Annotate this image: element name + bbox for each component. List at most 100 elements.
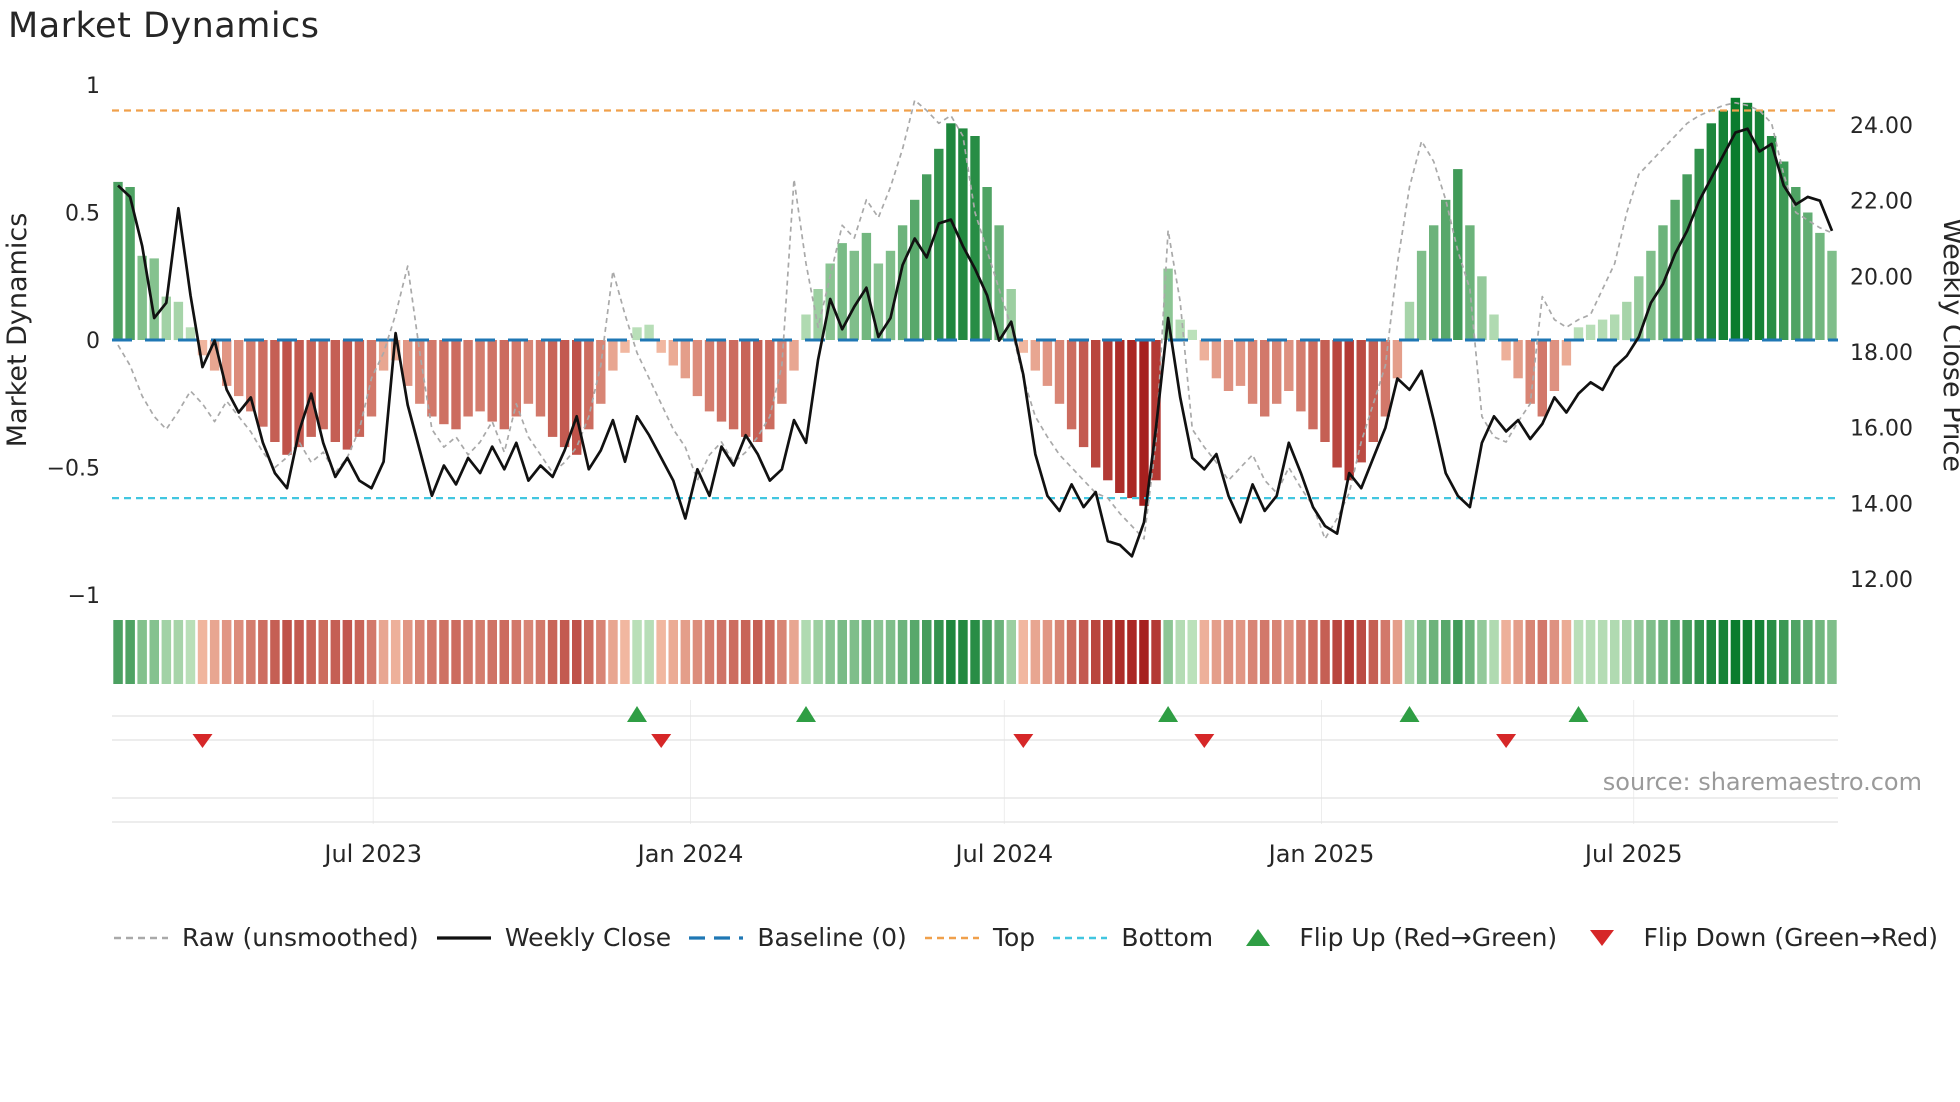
oscillator-bar	[789, 340, 799, 371]
heatmap-cell	[197, 620, 208, 684]
heatmap-cell	[221, 620, 232, 684]
heatmap-cell	[113, 620, 123, 684]
oscillator-bar	[897, 225, 908, 341]
oscillator-bar	[668, 340, 678, 366]
oscillator-bar	[765, 340, 775, 430]
oscillator-bar	[1308, 340, 1318, 430]
heatmap-cell	[294, 620, 304, 684]
heatmap-cell	[946, 620, 956, 684]
flip-down-marker	[1013, 734, 1034, 748]
oscillator-bar	[1429, 225, 1439, 341]
heatmap-cell	[608, 620, 618, 684]
heatmap-cell	[1247, 620, 1258, 684]
left-axis-tick: −0.5	[47, 457, 100, 482]
heatmap-cell	[451, 620, 461, 684]
oscillator-bar	[1537, 340, 1547, 417]
heatmap-cell	[415, 620, 425, 684]
line-sample-icon	[114, 936, 168, 939]
oscillator-bar	[1561, 340, 1572, 366]
heatmap-cell	[885, 620, 896, 684]
heatmap-cell	[137, 620, 147, 684]
heatmap-cell	[1416, 620, 1427, 684]
line-sample-icon	[924, 936, 979, 939]
heatmap-cell	[1465, 620, 1475, 684]
heatmap-cell	[1139, 620, 1149, 684]
heatmap-cell	[1513, 620, 1523, 684]
heatmap-cell	[234, 620, 244, 684]
oscillator-bar	[970, 136, 980, 340]
left-axis-tick: −1	[68, 584, 100, 609]
heatmap-cell	[463, 620, 473, 684]
heatmap-cell	[753, 620, 763, 684]
oscillator-bar	[1078, 340, 1089, 448]
heatmap-cell	[1585, 620, 1596, 684]
heatmap-cell	[632, 620, 642, 684]
left-axis-tick: 0	[86, 329, 100, 354]
heatmap-cell	[849, 620, 860, 684]
oscillator-bar	[1199, 340, 1209, 361]
heatmap-cell	[584, 620, 594, 684]
weekly-close-line	[117, 127, 1834, 558]
chart-title: Market Dynamics	[8, 6, 320, 46]
oscillator-bar	[596, 340, 606, 404]
oscillator-bar	[1549, 340, 1560, 391]
heatmap-cell	[1706, 620, 1716, 684]
oscillator-bar	[1513, 340, 1523, 379]
oscillator-bar	[1465, 225, 1475, 341]
heatmap-cell	[1404, 620, 1415, 684]
heatmap-cell	[1308, 620, 1318, 684]
legend-item-weekly-close: Weekly Close	[435, 923, 671, 952]
oscillator-bar	[1477, 276, 1487, 341]
flip-down-marker	[651, 734, 672, 748]
heatmap-cell	[1127, 620, 1137, 684]
oscillator-bar	[1187, 329, 1197, 340]
oscillator-bar	[113, 181, 123, 340]
oscillator-bar	[741, 340, 751, 437]
oscillator-bar	[463, 340, 473, 417]
heatmap-cell	[1054, 620, 1065, 684]
heatmap-cell	[1477, 620, 1487, 684]
heatmap-cell	[209, 620, 220, 684]
oscillator-bar	[149, 258, 159, 340]
heatmap-cell	[149, 620, 159, 684]
heatmap-cell	[1380, 620, 1391, 684]
heatmap-cell	[390, 620, 401, 684]
source-attribution: source: sharemaestro.com	[1602, 768, 1922, 796]
heatmap-cell	[1815, 620, 1825, 684]
oscillator-bar	[716, 340, 727, 422]
oscillator-bar	[354, 340, 365, 437]
heatmap-cell	[572, 620, 582, 684]
heatmap-cell	[1018, 620, 1028, 684]
oscillator-bar	[1332, 340, 1342, 468]
oscillator-bar	[1344, 340, 1354, 481]
heatmap-cell	[620, 620, 630, 684]
oscillator-bar	[632, 327, 642, 341]
oscillator-bar	[620, 340, 630, 353]
heatmap-cell	[1742, 620, 1753, 684]
heatmap-cell	[668, 620, 678, 684]
oscillator-bar	[849, 250, 859, 341]
heatmap-cell	[1803, 620, 1813, 684]
right-axis-tick: 16.00	[1850, 417, 1913, 442]
heatmap-cell	[1718, 620, 1729, 684]
heatmap-cell	[1211, 620, 1222, 684]
heatmap-cell	[1525, 620, 1535, 684]
heatmap-cell	[813, 620, 823, 684]
oscillator-bar	[885, 250, 896, 341]
heatmap-strip	[113, 620, 1837, 684]
oscillator-bar	[1706, 123, 1716, 341]
oscillator-bar	[378, 340, 389, 371]
heatmap-cell	[1754, 620, 1765, 684]
heatmap-cell	[1006, 620, 1016, 684]
heatmap-cell	[970, 620, 980, 684]
oscillator-bar	[1791, 187, 1801, 340]
oscillator-bar	[439, 340, 449, 425]
oscillator-bar	[487, 340, 497, 422]
heatmap-cell	[861, 620, 872, 684]
oscillator-bar	[125, 187, 135, 340]
oscillator-bar	[342, 340, 353, 450]
heatmap-cell	[1091, 620, 1101, 684]
left-axis-tick: 0.5	[65, 202, 100, 227]
right-axis-title: Weekly Close Price	[1937, 218, 1960, 472]
heatmap-cell	[270, 620, 280, 684]
